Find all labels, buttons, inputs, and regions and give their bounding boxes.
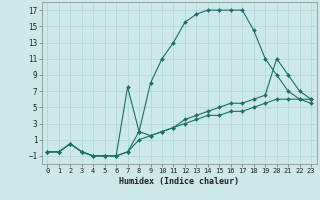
X-axis label: Humidex (Indice chaleur): Humidex (Indice chaleur): [119, 177, 239, 186]
